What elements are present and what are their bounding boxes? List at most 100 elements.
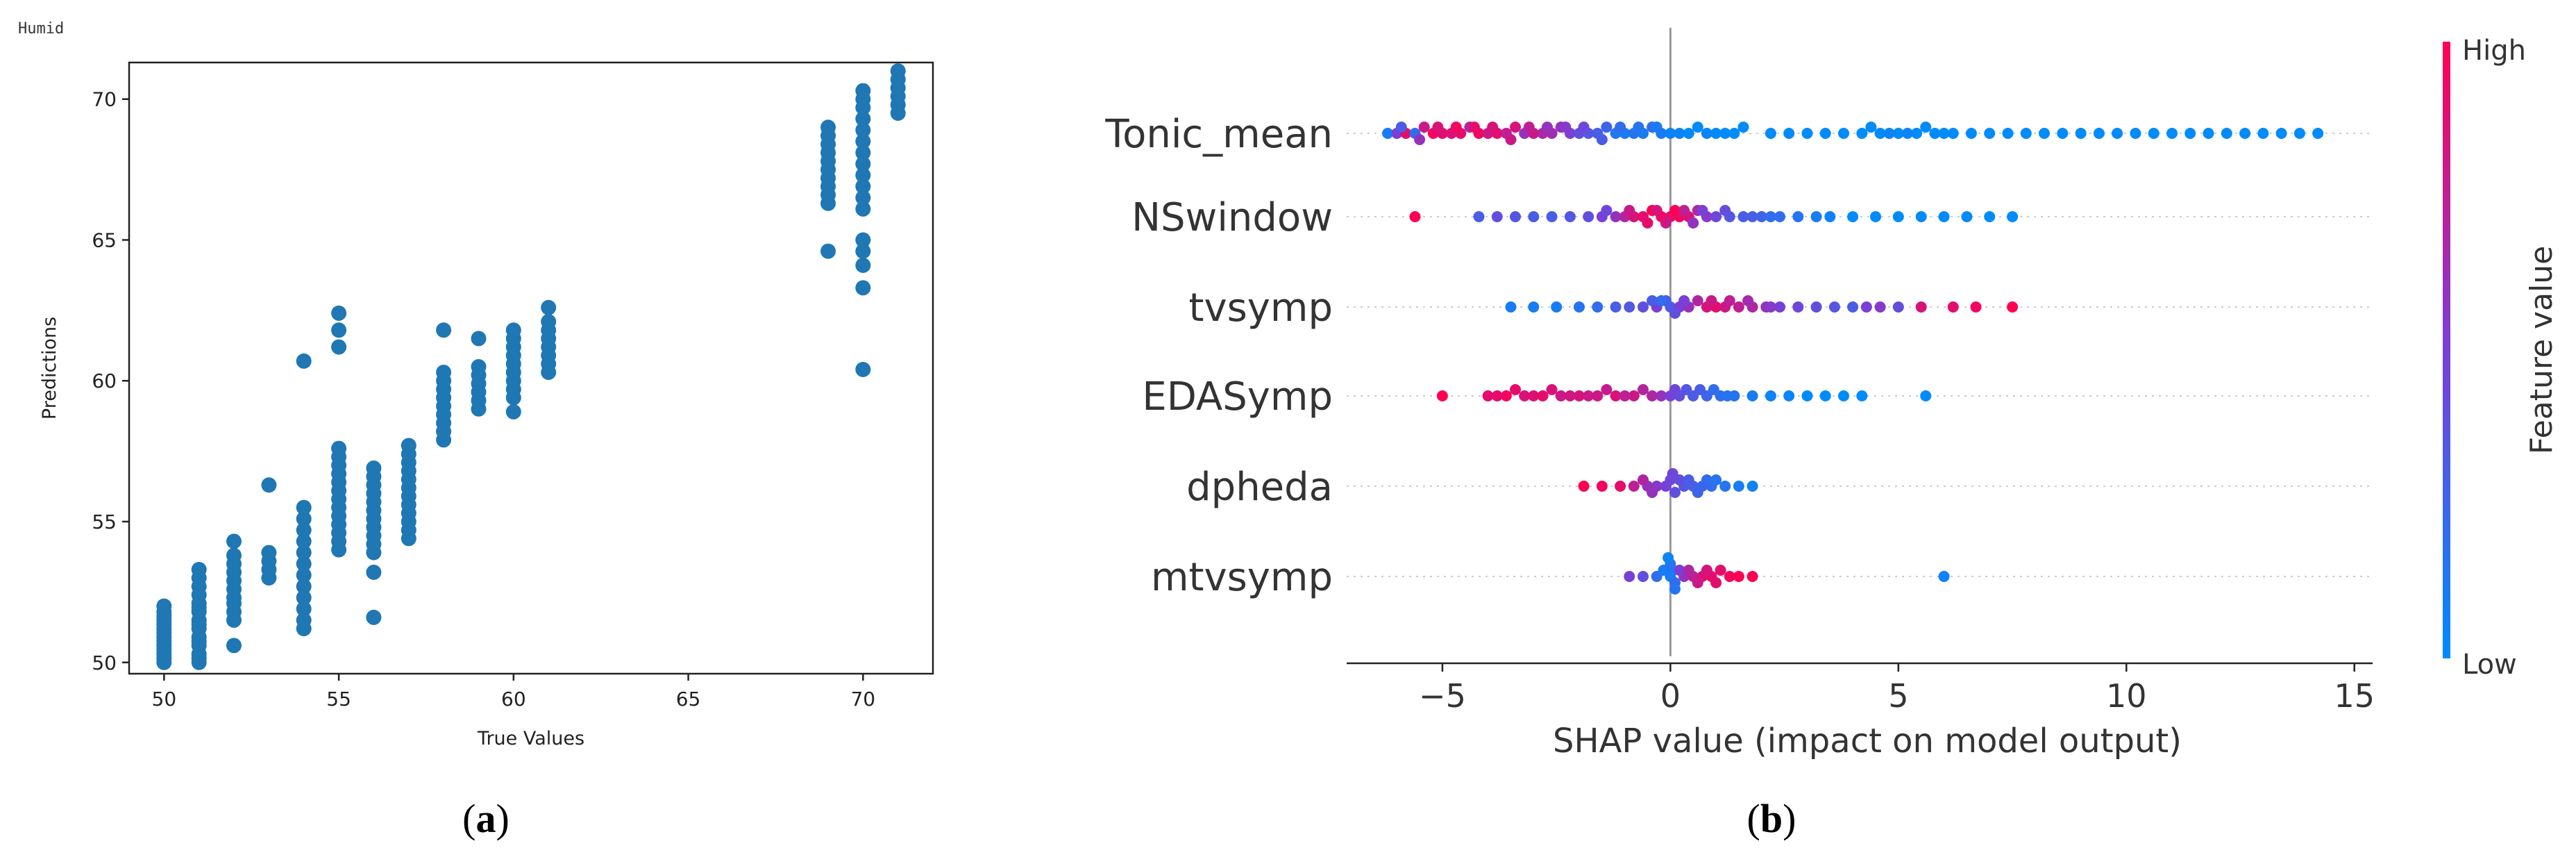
panel-a-y-tick-label: 60: [92, 369, 117, 392]
panel-b-x-axis-label: SHAP value (impact on model output): [1553, 722, 2182, 761]
panel-a-point: [471, 331, 487, 347]
panel-a-x-tick-label: 70: [850, 688, 875, 711]
panel-b-point: [1810, 211, 1822, 222]
panel-b-point: [2293, 128, 2305, 139]
panel-a-point: [436, 365, 452, 381]
panel-b-point: [1432, 122, 1444, 133]
panel-b-point: [1715, 565, 1726, 576]
panel-b-point: [2203, 128, 2214, 139]
panel-b-point: [1765, 301, 1776, 313]
panel-b-point: [1902, 128, 1913, 139]
panel-b-point: [1874, 128, 1886, 139]
panel-b-point: [1697, 205, 1708, 216]
panel-a-point: [401, 438, 416, 454]
panel-b-point: [1774, 211, 1785, 222]
panel-b-point: [1546, 384, 1558, 395]
panel-b-point: [2130, 128, 2141, 139]
panel-a-point: [191, 617, 207, 632]
panel-a-point: [296, 590, 312, 606]
panel-b-point: [1633, 122, 1644, 133]
panel-b-point: [1638, 384, 1649, 395]
panel-a-point: [855, 144, 871, 160]
panel-a-point: [296, 522, 312, 538]
panel-a-point: [855, 156, 871, 172]
panel-b-feature-label: dpheda: [1186, 465, 1333, 510]
panel-b-point: [1551, 301, 1563, 313]
panel-b-point: [1564, 211, 1576, 222]
panel-b-point: [1783, 390, 1795, 401]
panel-b-point: [1792, 301, 1804, 313]
panel-b-point: [1929, 128, 1941, 139]
panel-a-caption-close: ): [496, 796, 510, 841]
panel-b-point: [1619, 390, 1631, 401]
panel-b-feature-label: EDASymp: [1142, 374, 1333, 419]
panel-a-point: [541, 299, 557, 315]
panel-b-point: [1701, 474, 1712, 485]
panel-b-point: [1683, 474, 1694, 485]
panel-b-x-tick-label: 15: [2334, 677, 2375, 715]
panel-b-point: [1683, 565, 1694, 576]
panel-a-point: [436, 322, 452, 338]
panel-b-point: [2221, 128, 2232, 139]
panel-a-caption-letter: a: [476, 796, 496, 841]
panel-b-points: [1382, 122, 2324, 595]
panel-b-point: [1519, 390, 1531, 401]
panel-b-point: [1638, 301, 1649, 313]
panel-b-point: [1710, 211, 1722, 222]
panel-b-point: [1628, 390, 1640, 401]
panel-b-x-ticks: −5 0 5 10 15: [1419, 663, 2375, 715]
panel-b-point: [2184, 128, 2196, 139]
panel-b-point: [1719, 481, 1731, 492]
panel-a-point: [191, 633, 207, 649]
panel-b-point: [1482, 390, 1494, 401]
panel-b-point: [1674, 128, 1685, 139]
panel-b-point: [1746, 571, 1758, 582]
panel-b-x-tick-label: 0: [1660, 677, 1681, 715]
panel-b-point: [1938, 571, 1950, 582]
panel-b-point: [2007, 211, 2019, 222]
panel-b-point: [1801, 128, 1813, 139]
panel-a-caption: (a): [462, 796, 510, 841]
panel-a-point: [541, 314, 557, 330]
panel-b-caption: (b): [1747, 796, 1796, 841]
panel-b-point: [1528, 390, 1540, 401]
panel-b-point: [1583, 390, 1594, 401]
panel-b-point: [1883, 128, 1895, 139]
panel-b-point: [1838, 390, 1849, 401]
panel-b-point: [1560, 122, 1572, 133]
panel-b-point: [1856, 390, 1868, 401]
panel-a-point: [296, 353, 312, 369]
panel-b-point: [1491, 390, 1503, 401]
panel-a-point: [855, 178, 871, 194]
panel-b-point: [1624, 301, 1635, 313]
panel-b-point: [1810, 301, 1822, 313]
panel-a-point: [261, 545, 277, 560]
panel-b-point: [1710, 128, 1722, 139]
panel-b-point: [1615, 481, 1626, 492]
panel-a-point: [331, 339, 347, 355]
panel-a-point: [331, 322, 347, 338]
panel-b-point: [1801, 390, 1813, 401]
panel-b-point: [1724, 295, 1735, 306]
panel-b-point: [1610, 390, 1622, 401]
panel-b-point: [1669, 384, 1681, 395]
panel-b-point: [1847, 301, 1859, 313]
panel-b-point: [1892, 301, 1904, 313]
panel-a-point: [296, 511, 312, 526]
panel-b-point: [1701, 565, 1712, 576]
panel-b-point: [1669, 205, 1681, 216]
panel-b-point: [1596, 134, 1608, 145]
panel-b-point: [1965, 128, 1977, 139]
panel-a-points: [156, 63, 906, 670]
panel-b-point: [1938, 211, 1950, 222]
panel-b-x-tick-label: −5: [1419, 677, 1466, 715]
panel-b-point: [1719, 128, 1731, 139]
panel-b-caption-open: (: [1747, 796, 1760, 841]
panel-b-point: [1610, 301, 1622, 313]
panel-a-x-tick-label: 50: [152, 688, 177, 711]
panel-b-point: [1510, 211, 1521, 222]
panel-a-point: [191, 650, 207, 666]
panel-b-point: [1728, 128, 1740, 139]
